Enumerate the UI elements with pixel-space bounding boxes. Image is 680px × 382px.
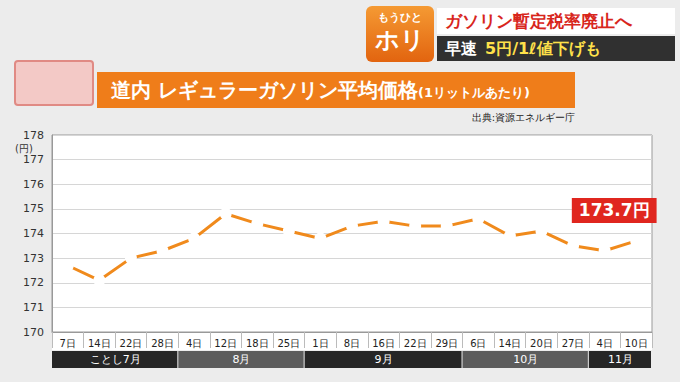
html-text:もうひと: もうひと [378,11,422,24]
html-text:道内 レギュラーガソリン平均価格(1リットルあたり): 道内 レギュラーガソリン平均価格(1リットルあたり) [111,78,530,102]
html-text:早速: 早速 [445,39,477,58]
svg-text:4日: 4日 [596,338,612,349]
svg-text:12日: 12日 [214,338,237,349]
svg-text:18日: 18日 [246,338,269,349]
html-text:5円/1ℓ値下げも: 5円/1ℓ値下げも [485,39,601,58]
svg-text:175: 175 [23,202,44,215]
svg-text:173: 173 [23,252,44,265]
svg-text:10日: 10日 [625,338,648,349]
html-text:ガソリン暫定税率廃止へ: ガソリン暫定税率廃止へ [445,11,632,31]
svg-text:172: 172 [23,276,44,289]
svg-text:174: 174 [23,227,44,240]
svg-text:(円): (円) [15,143,33,154]
svg-text:ことし7月: ことし7月 [90,353,141,366]
svg-text:10月: 10月 [513,353,538,366]
svg-text:27日: 27日 [562,338,585,349]
svg-text:29日: 29日 [435,338,458,349]
svg-text:22日: 22日 [404,338,427,349]
svg-text:9月: 9月 [375,353,393,366]
svg-text:178: 178 [23,129,44,142]
svg-text:4日: 4日 [186,338,202,349]
svg-text:1日: 1日 [312,338,328,349]
svg-text:7日: 7日 [60,338,76,349]
svg-text:173.7円: 173.7円 [579,200,650,220]
svg-text:28日: 28日 [151,338,174,349]
svg-text:11月: 11月 [608,353,633,366]
svg-text:14日: 14日 [88,338,111,349]
html-text:ホリ: ホリ [375,26,425,54]
svg-text:22日: 22日 [120,338,143,349]
svg-text:25日: 25日 [277,338,300,349]
svg-text:14日: 14日 [499,338,522,349]
svg-text:171: 171 [23,301,44,314]
svg-text:177: 177 [23,153,44,166]
svg-text:6日: 6日 [470,338,486,349]
svg-text:8月: 8月 [232,353,250,366]
svg-text:176: 176 [23,178,44,191]
svg-text:170: 170 [23,326,44,339]
svg-text:20日: 20日 [530,338,553,349]
html-text:出典:資源エネルギー庁: 出典:資源エネルギー庁 [471,112,575,123]
svg-text:16日: 16日 [372,338,395,349]
svg-text:8日: 8日 [344,338,360,349]
